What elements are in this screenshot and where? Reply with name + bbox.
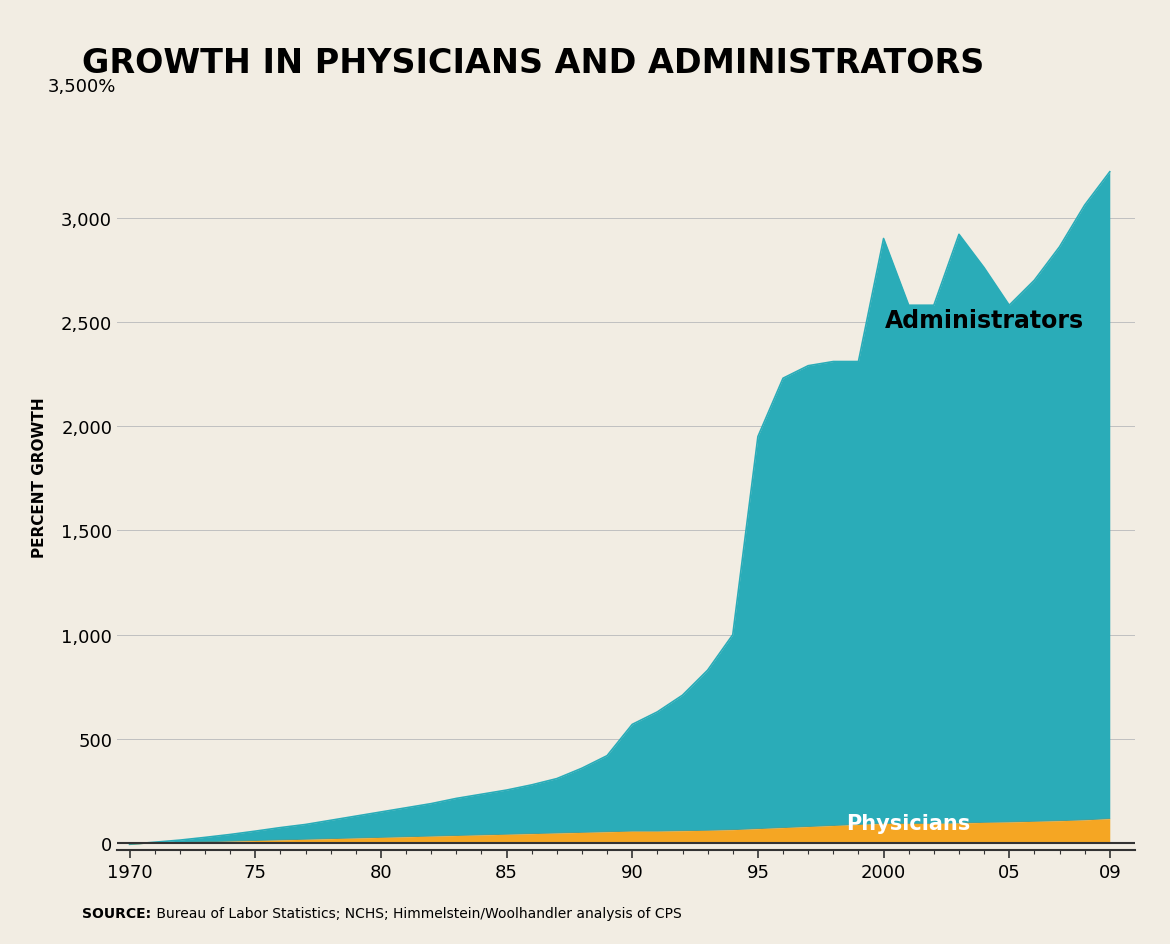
Text: Physicians: Physicians bbox=[847, 813, 971, 833]
Text: SOURCE:: SOURCE: bbox=[82, 906, 151, 920]
Text: Administrators: Administrators bbox=[885, 309, 1083, 333]
Text: 3,500%: 3,500% bbox=[48, 78, 116, 96]
Text: Bureau of Labor Statistics; NCHS; Himmelstein/Woolhandler analysis of CPS: Bureau of Labor Statistics; NCHS; Himmel… bbox=[152, 906, 682, 920]
Y-axis label: PERCENT GROWTH: PERCENT GROWTH bbox=[32, 396, 47, 557]
Text: GROWTH IN PHYSICIANS AND ADMINISTRATORS: GROWTH IN PHYSICIANS AND ADMINISTRATORS bbox=[82, 47, 984, 80]
